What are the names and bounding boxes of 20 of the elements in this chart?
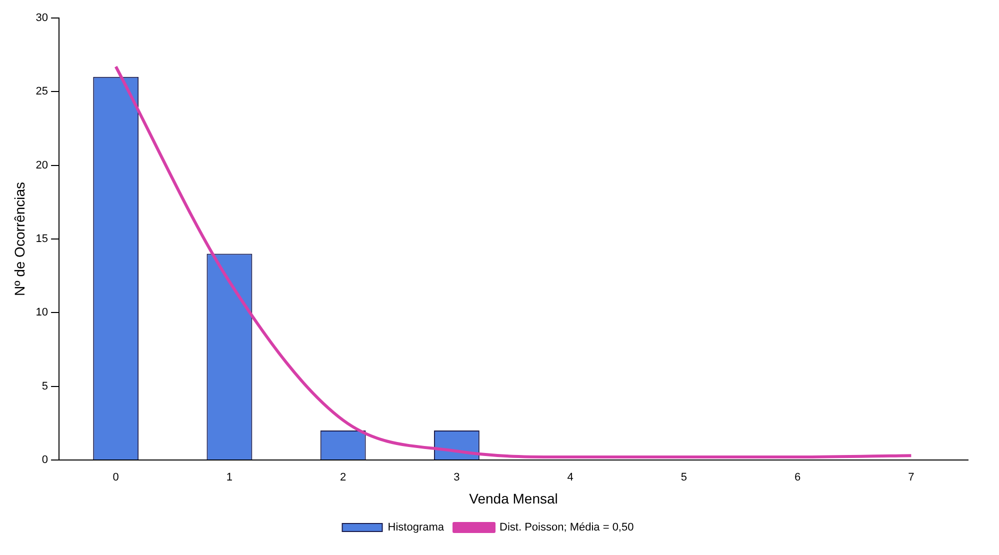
legend-label: Dist. Poisson; Média = 0,50	[500, 522, 634, 534]
legend-label: Histograma	[388, 522, 445, 534]
x-tick-label: 2	[340, 472, 346, 484]
y-tick-label: 0	[42, 454, 48, 466]
line-series	[114, 65, 913, 459]
x-tick-label: 3	[454, 472, 460, 484]
x-tick-label: 0	[112, 472, 119, 484]
y-tick-label: 5	[42, 380, 48, 392]
x-tick-label: 6	[794, 472, 801, 484]
x-axis-title: Venda Mensal	[469, 490, 558, 506]
x-tick-label: 5	[680, 472, 688, 484]
y-tick-label: 25	[36, 86, 48, 98]
x-tick-label: 1	[226, 472, 233, 484]
y-tick-label: 30	[36, 12, 48, 24]
y-tick-label: 10	[36, 306, 48, 319]
y-axis-title: Nº de Ocorrências	[11, 182, 28, 296]
x-tick-label: 7	[908, 472, 914, 484]
y-tick-label: 15	[36, 233, 48, 246]
x-tick-label: 4	[567, 472, 574, 484]
y-tick-label: 20	[36, 159, 48, 172]
